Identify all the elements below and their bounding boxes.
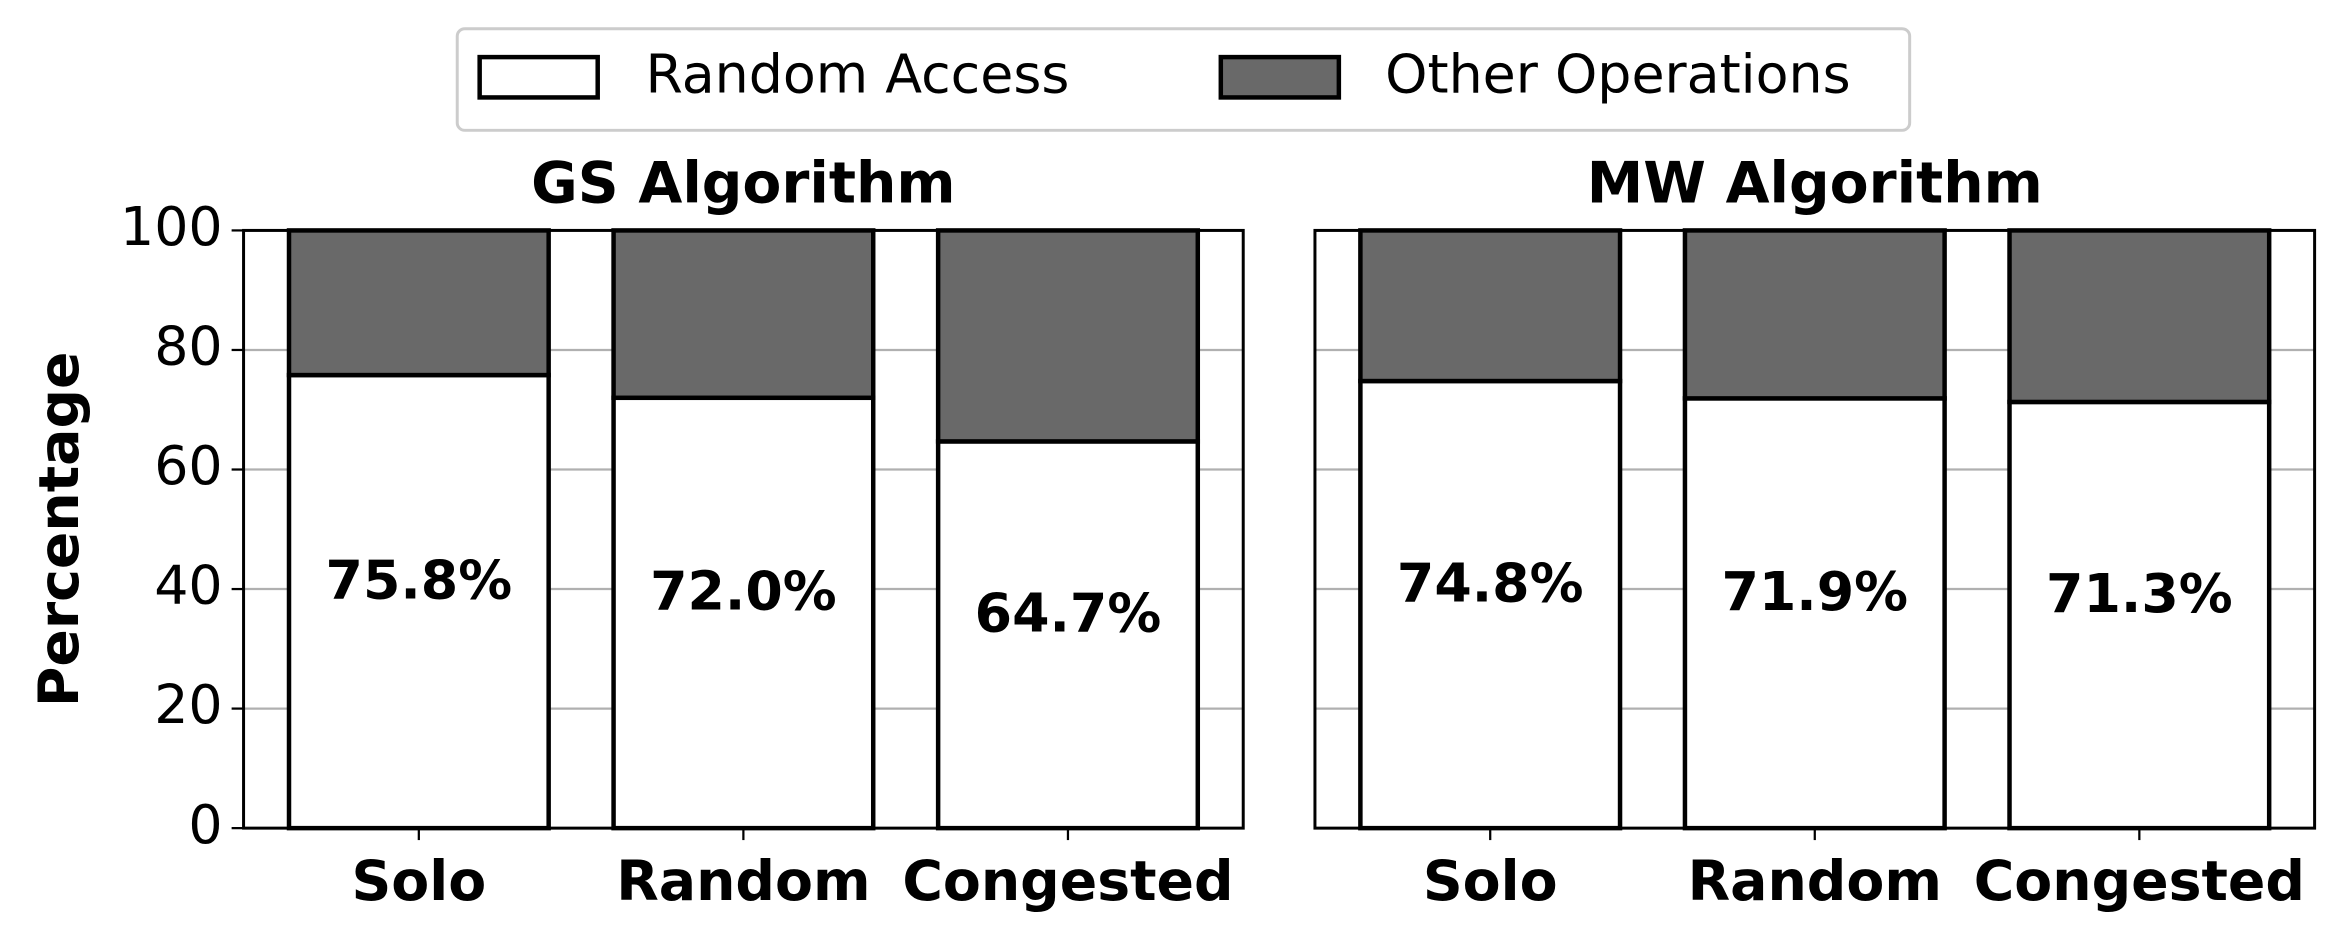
- legend-label: Other Operations: [1385, 43, 1850, 106]
- data-label: 71.9%: [1721, 560, 1908, 623]
- bar-segment: [935, 228, 1201, 444]
- bar-segment: [1358, 228, 1623, 384]
- y-tick-label: 100: [120, 195, 223, 258]
- bar-segment: [1358, 378, 1623, 831]
- y-tick-label: 60: [154, 434, 222, 497]
- bar-segment: [2007, 228, 2272, 405]
- y-tick-label: 80: [154, 315, 222, 378]
- data-label: 74.8%: [1397, 551, 1584, 614]
- bar-segment: [1682, 228, 1947, 401]
- data-label: 72.0%: [650, 560, 837, 623]
- plot-frame: [242, 228, 1245, 830]
- chart-title: GS Algorithm: [531, 151, 955, 217]
- x-tick-label: Congested: [1974, 850, 2305, 914]
- legend-swatch: [477, 54, 600, 100]
- chart-title: MW Algorithm: [1587, 151, 2043, 217]
- y-tick-label: 20: [154, 673, 222, 736]
- y-axis-label: Percentage: [28, 351, 92, 707]
- data-label: 71.3%: [2046, 562, 2233, 625]
- bar-segment: [2007, 399, 2272, 831]
- bar-segment: [611, 228, 876, 401]
- y-tick-label: 0: [188, 793, 222, 856]
- x-tick-label: Random: [1688, 850, 1942, 914]
- x-tick-label: Congested: [902, 850, 1233, 914]
- data-label: 64.7%: [975, 581, 1162, 644]
- x-tick-label: Solo: [351, 850, 486, 914]
- y-tick-label: 40: [154, 554, 222, 617]
- x-tick-label: Random: [616, 850, 870, 914]
- legend-label: Random Access: [646, 43, 1070, 106]
- plot-frame: [1313, 228, 2317, 830]
- bar-segment: [611, 395, 876, 831]
- legend-box: [455, 27, 1912, 132]
- legend-swatch: [1218, 54, 1342, 100]
- x-tick-label: Solo: [1423, 850, 1558, 914]
- bar-segment: [1682, 396, 1947, 831]
- bar-segment: [286, 228, 551, 378]
- data-label: 75.8%: [326, 548, 513, 611]
